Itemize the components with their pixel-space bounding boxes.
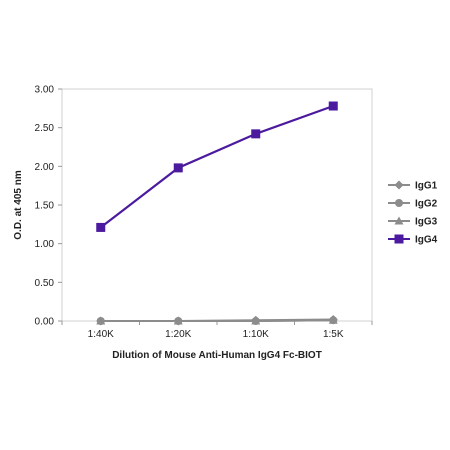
- x-axis-title: Dilution of Mouse Anti-Human IgG4 Fc-BIO…: [112, 350, 322, 361]
- series-line-igg3: [100, 319, 334, 322]
- data-point-igg3: [96, 316, 106, 325]
- plot-area: [61, 88, 373, 322]
- legend-label: IgG1: [415, 181, 438, 192]
- data-point-igg4: [328, 101, 338, 111]
- legend-label: IgG4: [415, 235, 438, 246]
- data-point-igg3: [328, 315, 338, 324]
- x-tick-label: 1:10K: [243, 329, 269, 340]
- series-igg4: [96, 101, 338, 232]
- legend-item-igg1: IgG1: [388, 180, 438, 192]
- y-tick-label: 1.00: [35, 239, 55, 250]
- y-tick-label: 2.50: [35, 123, 55, 134]
- y-axis-title: O.D. at 405 nm: [13, 170, 24, 240]
- data-point-igg4: [96, 222, 106, 232]
- legend-marker-igg3: [394, 216, 404, 225]
- y-tick-label: 1.50: [35, 201, 55, 212]
- legend-label: IgG2: [415, 199, 438, 210]
- x-tick-label: 1:40K: [88, 329, 114, 340]
- y-tick-label: 3.00: [35, 85, 55, 96]
- y-axis: 0.00 0.50 1.00 1.50 2.00 2.50 3.00: [35, 85, 62, 328]
- legend-item-igg4: IgG4: [388, 234, 438, 246]
- legend-item-igg2: IgG2: [388, 199, 438, 210]
- legend-marker-igg1: [394, 180, 404, 190]
- data-point-igg4: [251, 129, 261, 139]
- y-tick-label: 0.00: [35, 317, 55, 328]
- x-tick-label: 1:5K: [323, 329, 344, 340]
- legend-marker-igg2: [395, 199, 403, 207]
- series-layer: [96, 101, 338, 326]
- series-line-igg4: [100, 104, 334, 229]
- legend-marker-igg4: [394, 234, 404, 244]
- x-tick-label: 1:20K: [165, 329, 191, 340]
- data-point-igg4: [173, 163, 183, 173]
- legend-item-igg3: IgG3: [388, 216, 438, 228]
- x-axis: 1:40K 1:20K 1:10K 1:5K: [61, 321, 373, 340]
- legend: IgG1 IgG2 IgG3 IgG4: [388, 180, 438, 246]
- y-tick-label: 2.00: [35, 162, 55, 173]
- data-point-igg3: [173, 316, 183, 325]
- legend-label: IgG3: [415, 217, 438, 228]
- y-tick-label: 0.50: [35, 278, 55, 289]
- series-igg3: [96, 315, 338, 325]
- data-point-igg3: [251, 316, 261, 325]
